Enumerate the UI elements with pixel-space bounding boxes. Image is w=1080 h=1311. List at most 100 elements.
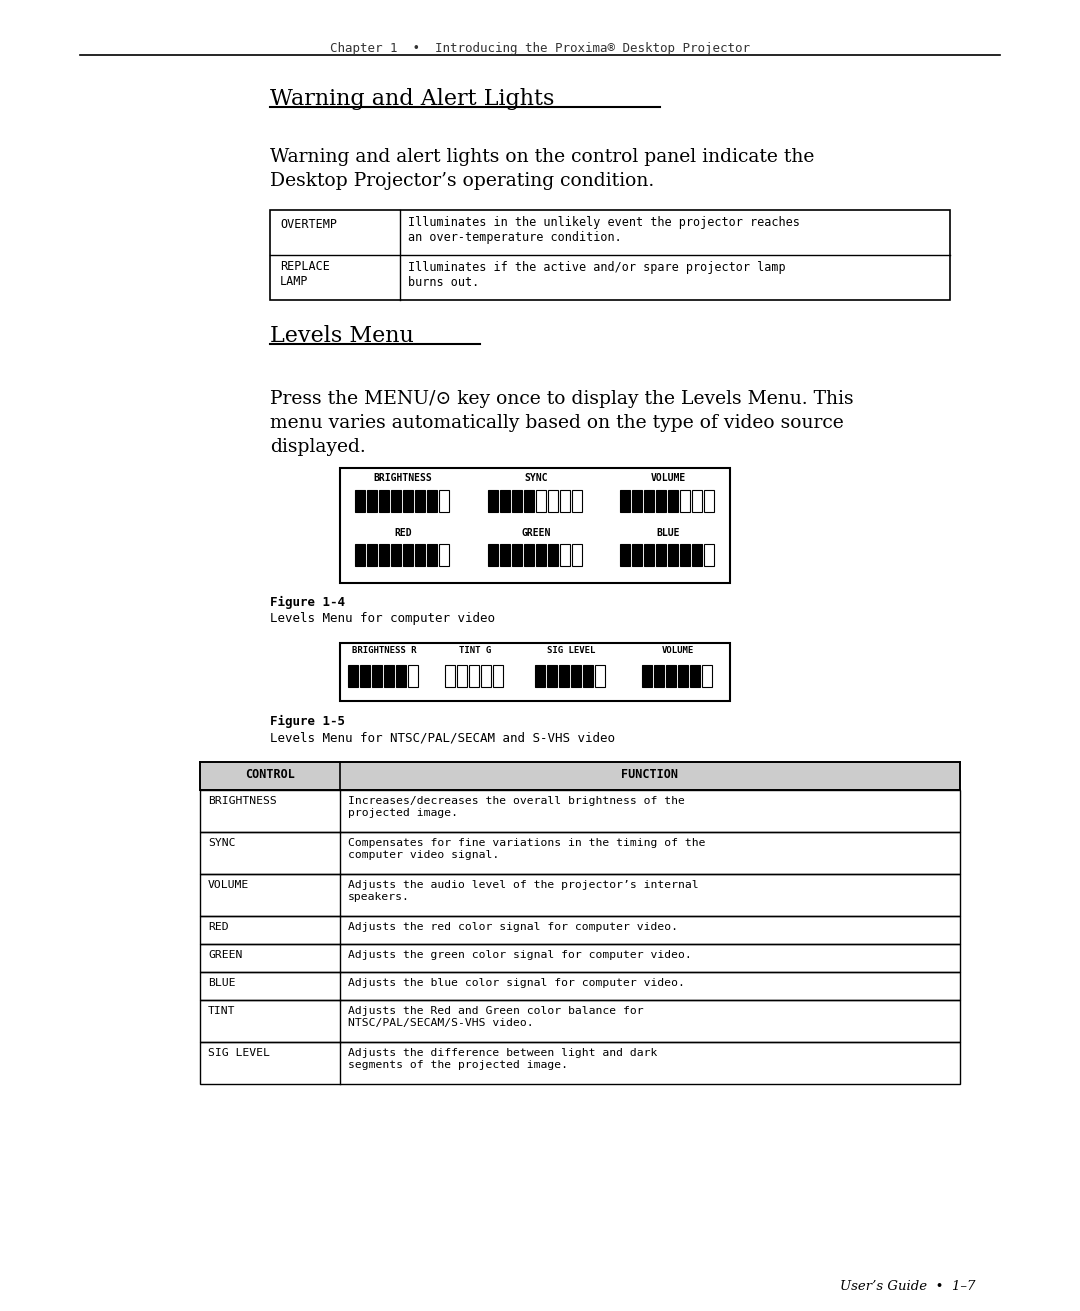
Bar [620, 544, 630, 566]
Bar [536, 544, 546, 566]
Bar [355, 544, 365, 566]
Text: menu varies automatically based on the type of video source: menu varies automatically based on the t… [270, 414, 843, 433]
Bar [200, 971, 960, 1000]
Bar [355, 490, 365, 513]
Bar [669, 490, 678, 513]
Text: Adjusts the audio level of the projector’s internal
speakers.: Adjusts the audio level of the projector… [348, 880, 699, 902]
Bar [559, 665, 569, 687]
Bar [680, 490, 690, 513]
Text: BLUE: BLUE [657, 528, 679, 538]
Bar [200, 874, 960, 916]
Text: SYNC: SYNC [208, 838, 235, 848]
Bar [512, 544, 522, 566]
Bar [632, 490, 642, 513]
Text: Adjusts the green color signal for computer video.: Adjusts the green color signal for compu… [348, 950, 692, 960]
Bar [427, 544, 437, 566]
Text: BRIGHTNESS: BRIGHTNESS [208, 796, 276, 806]
Bar [561, 544, 570, 566]
Bar [524, 490, 534, 513]
Bar [457, 665, 467, 687]
Text: Adjusts the difference between light and dark
segments of the projected image.: Adjusts the difference between light and… [348, 1047, 658, 1070]
Text: Levels Menu: Levels Menu [270, 325, 414, 347]
Text: Desktop Projector’s operating condition.: Desktop Projector’s operating condition. [270, 172, 654, 190]
Bar [200, 832, 960, 874]
Bar [644, 544, 654, 566]
Bar [583, 665, 593, 687]
Bar [500, 544, 510, 566]
Text: SIG LEVEL: SIG LEVEL [208, 1047, 270, 1058]
Text: Adjusts the blue color signal for computer video.: Adjusts the blue color signal for comput… [348, 978, 685, 988]
Bar [524, 544, 534, 566]
Text: VOLUME: VOLUME [208, 880, 249, 890]
Bar [360, 665, 370, 687]
Text: Illuminates in the unlikely event the projector reaches
an over-temperature cond: Illuminates in the unlikely event the pr… [408, 216, 800, 244]
Bar [548, 490, 558, 513]
Bar [656, 490, 666, 513]
Text: RED: RED [394, 528, 411, 538]
Bar [391, 544, 401, 566]
Bar [379, 544, 389, 566]
Bar [391, 490, 401, 513]
Bar [384, 665, 394, 687]
Bar [704, 490, 714, 513]
Text: REPLACE
LAMP: REPLACE LAMP [280, 260, 329, 288]
Bar [200, 944, 960, 971]
Text: FUNCTION: FUNCTION [621, 768, 678, 781]
Bar [692, 490, 702, 513]
Bar [379, 490, 389, 513]
Bar [680, 544, 690, 566]
Bar [367, 490, 377, 513]
Bar [415, 490, 426, 513]
Text: GREEN: GREEN [522, 528, 551, 538]
Text: Illuminates if the active and/or spare projector lamp
burns out.: Illuminates if the active and/or spare p… [408, 261, 785, 288]
Bar [536, 490, 546, 513]
Bar [561, 490, 570, 513]
Bar [438, 544, 449, 566]
Bar [669, 544, 678, 566]
Text: Figure 1-4: Figure 1-4 [270, 597, 345, 610]
Bar [620, 490, 630, 513]
Bar [644, 490, 654, 513]
Bar [481, 665, 491, 687]
Bar [642, 665, 652, 687]
Bar [702, 665, 712, 687]
Bar [469, 665, 480, 687]
Bar [488, 544, 498, 566]
Text: User’s Guide  •  1–7: User’s Guide • 1–7 [840, 1280, 975, 1293]
Bar [704, 544, 714, 566]
Bar [571, 665, 581, 687]
Text: VOLUME: VOLUME [650, 473, 686, 482]
Text: Press the MENU/⊙ key once to display the Levels Menu. This: Press the MENU/⊙ key once to display the… [270, 389, 853, 408]
Bar [372, 665, 382, 687]
Text: Chapter 1  •  Introducing the Proxima® Desktop Projector: Chapter 1 • Introducing the Proxima® Des… [330, 42, 750, 55]
Text: displayed.: displayed. [270, 438, 366, 456]
Bar [403, 490, 413, 513]
Bar [632, 544, 642, 566]
Bar [427, 490, 437, 513]
Bar [656, 544, 666, 566]
Bar [572, 490, 582, 513]
Text: CONTROL: CONTROL [245, 768, 295, 781]
Text: Increases/decreases the overall brightness of the
projected image.: Increases/decreases the overall brightne… [348, 796, 685, 818]
Bar [340, 642, 730, 701]
Bar [488, 490, 498, 513]
Text: VOLUME: VOLUME [662, 646, 694, 656]
Bar [548, 544, 558, 566]
Bar [666, 665, 676, 687]
Bar [445, 665, 455, 687]
Bar [654, 665, 664, 687]
Bar [348, 665, 357, 687]
Bar [396, 665, 406, 687]
Bar [340, 468, 730, 583]
Text: Levels Menu for computer video: Levels Menu for computer video [270, 612, 495, 625]
Text: Adjusts the Red and Green color balance for
NTSC/PAL/SECAM/S-VHS video.: Adjusts the Red and Green color balance … [348, 1006, 644, 1028]
Bar [500, 490, 510, 513]
Bar [692, 544, 702, 566]
Bar [200, 1042, 960, 1084]
Bar [678, 665, 688, 687]
Text: Warning and alert lights on the control panel indicate the: Warning and alert lights on the control … [270, 148, 814, 166]
Bar [415, 544, 426, 566]
Text: Figure 1-5: Figure 1-5 [270, 714, 345, 728]
Bar [403, 544, 413, 566]
Bar [200, 1000, 960, 1042]
